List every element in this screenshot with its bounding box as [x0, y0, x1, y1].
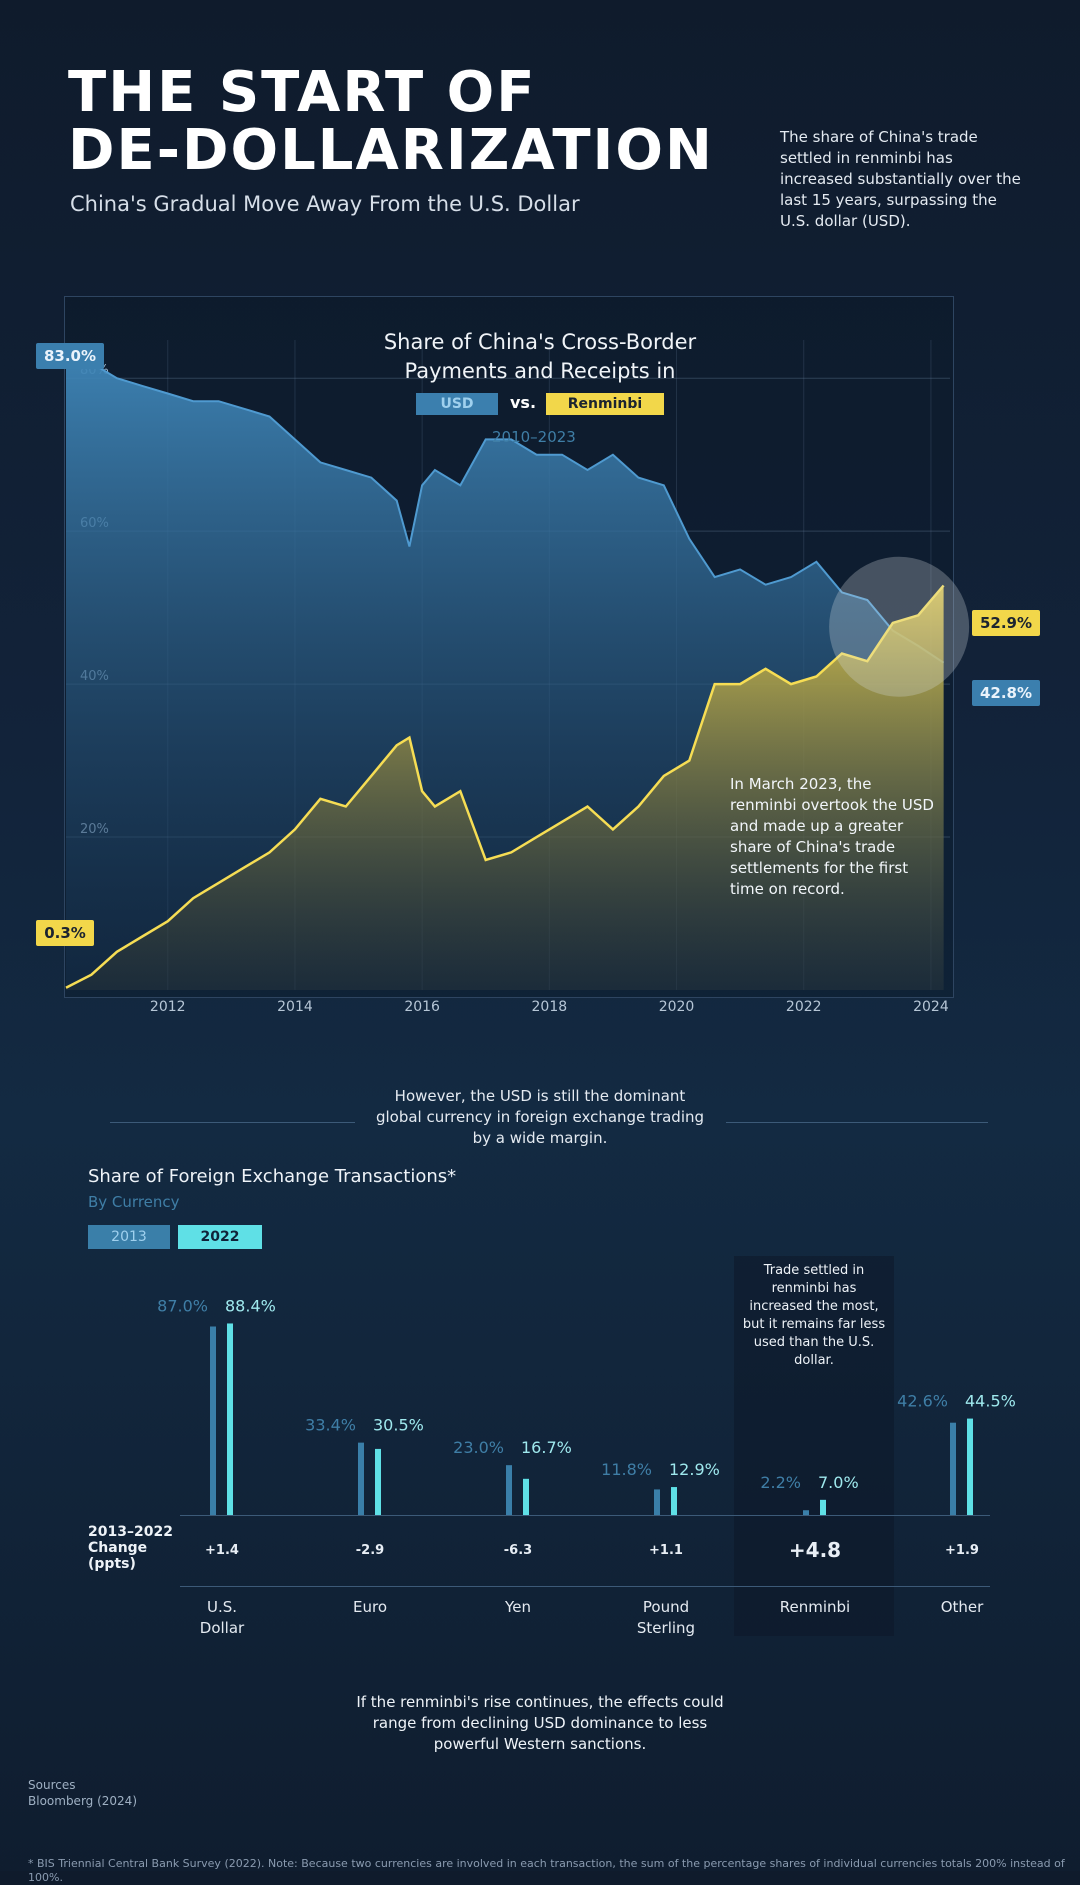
change-value: +4.8 [788, 1538, 842, 1562]
page-title: THE START OF DE-DOLLARIZATION [68, 64, 714, 180]
value-label-2013: 42.6% [897, 1392, 948, 1411]
renminbi-overtake-note: In March 2023, the renminbi overtook the… [730, 775, 934, 898]
bar-2022 [375, 1448, 381, 1515]
bar-2022 [820, 1499, 826, 1515]
line-chart-title: Share of China's Cross-Border Payments a… [290, 328, 790, 386]
legend-2022: 2022 [178, 1225, 262, 1249]
title-line-2: DE-DOLLARIZATION [68, 118, 714, 183]
bar-2013 [210, 1326, 216, 1515]
category-label-line: Other [940, 1598, 984, 1616]
callout-rmb-start: 0.3% [36, 920, 94, 946]
fx-bar-chart: 87.0% 88.4% 33.4% 30.5% 23.0% 16.7% 11.8% 12.9%… [157, 1296, 1016, 1516]
value-label-2022: 44.5% [965, 1392, 1016, 1411]
legend-usd-tag: USD [416, 393, 498, 415]
crossover-highlight [829, 556, 970, 697]
category-label: Yen [458, 1597, 578, 1618]
x-tick-label: 2014 [277, 999, 313, 1015]
change-row-divider [180, 1586, 990, 1587]
value-label-2013: 11.8% [601, 1460, 652, 1479]
x-tick-label: 2016 [404, 999, 440, 1015]
change-value: +1.1 [649, 1543, 683, 1558]
footnote: * BIS Triennial Central Bank Survey (202… [28, 1857, 1065, 1884]
x-tick-label: 2012 [150, 999, 186, 1015]
renminbi-note: Trade settled in renminbi has increased … [742, 1263, 886, 1368]
x-tick-label: 2024 [913, 999, 949, 1015]
sources-label: Sources [28, 1778, 76, 1792]
renminbi-area [66, 585, 944, 990]
divider-left [110, 1122, 355, 1123]
value-label-2022: 16.7% [521, 1438, 572, 1457]
value-label-2022: 7.0% [818, 1473, 859, 1492]
change-value: -2.9 [355, 1543, 385, 1558]
change-label: 2013–2022 Change (ppts) [88, 1524, 173, 1572]
page-subtitle: China's Gradual Move Away From the U.S. … [70, 192, 580, 216]
divider-text: However, the USD is still the dominant g… [375, 1087, 705, 1147]
change-label-1: 2013–2022 [88, 1524, 173, 1540]
category-label-line: Dollar [199, 1619, 245, 1637]
renminbi-highlight-panel [734, 1256, 894, 1636]
bar-2022 [523, 1478, 529, 1515]
legend-vs: vs. [510, 393, 537, 412]
bar-2022 [227, 1323, 233, 1515]
callout-usd-end: 42.8% [972, 680, 1040, 706]
value-label-2013: 23.0% [453, 1438, 504, 1457]
bar-2022 [967, 1418, 973, 1515]
x-tick-label: 2022 [786, 999, 822, 1015]
line-chart-title-1: Share of China's Cross-Border [383, 330, 697, 354]
renminbi-line [65, 584, 945, 989]
sources-text: Bloomberg (2024) [28, 1794, 137, 1808]
fx-chart-subtitle: By Currency [88, 1193, 180, 1211]
value-label-2022: 12.9% [669, 1460, 720, 1479]
category-label-line: Sterling [636, 1619, 696, 1637]
category-label: Other [902, 1597, 1022, 1618]
value-label-2013: 33.4% [305, 1416, 356, 1435]
category-label: U.S. Dollar [162, 1597, 282, 1639]
line-chart-title-2: Payments and Receipts in [404, 359, 676, 383]
title-line-1: THE START OF [68, 60, 537, 125]
change-label-3: (ppts) [88, 1556, 136, 1572]
value-label-2013: 2.2% [760, 1473, 801, 1492]
divider-right [726, 1122, 988, 1123]
legend-2013: 2013 [88, 1225, 170, 1249]
category-label: Pound Sterling [606, 1597, 726, 1639]
change-label-2: Change [88, 1540, 148, 1556]
value-label-2022: 88.4% [225, 1296, 276, 1315]
category-label-line: Pound [642, 1598, 690, 1616]
x-tick-label: 2020 [659, 999, 695, 1015]
usd-line [65, 354, 945, 664]
callout-usd-start: 83.0% [36, 343, 104, 369]
legend-rmb-tag: Renminbi [546, 393, 664, 415]
callout-rmb-end: 52.9% [972, 610, 1040, 636]
category-label-line: Renminbi [779, 1598, 851, 1616]
intro-text: The share of China's trade settled in re… [780, 128, 1021, 230]
category-label: Euro [310, 1597, 430, 1618]
category-label-line: U.S. [206, 1598, 238, 1616]
bar-2013 [950, 1422, 956, 1515]
x-tick-label: 2018 [532, 999, 568, 1015]
category-label-line: Euro [353, 1598, 387, 1616]
category-label-line: Yen [505, 1598, 531, 1616]
category-label: Renminbi [755, 1597, 875, 1618]
change-value: -6.3 [503, 1543, 533, 1558]
sources: Sources Bloomberg (2024) [28, 1777, 137, 1809]
bar-2013 [506, 1465, 512, 1515]
closing-text: If the renminbi's rise continues, the ef… [356, 1693, 724, 1753]
bar-2013 [803, 1510, 809, 1515]
bar-2022 [671, 1487, 677, 1515]
value-label-2022: 30.5% [373, 1416, 424, 1435]
line-chart-range: 2010–2023 [492, 428, 576, 446]
value-label-2013: 87.0% [157, 1296, 208, 1315]
fx-chart-title: Share of Foreign Exchange Transactions* [88, 1166, 457, 1187]
change-value: +1.9 [945, 1543, 979, 1558]
bar-2013 [358, 1442, 364, 1515]
bar-2013 [654, 1489, 660, 1515]
change-value: +1.4 [205, 1543, 239, 1558]
